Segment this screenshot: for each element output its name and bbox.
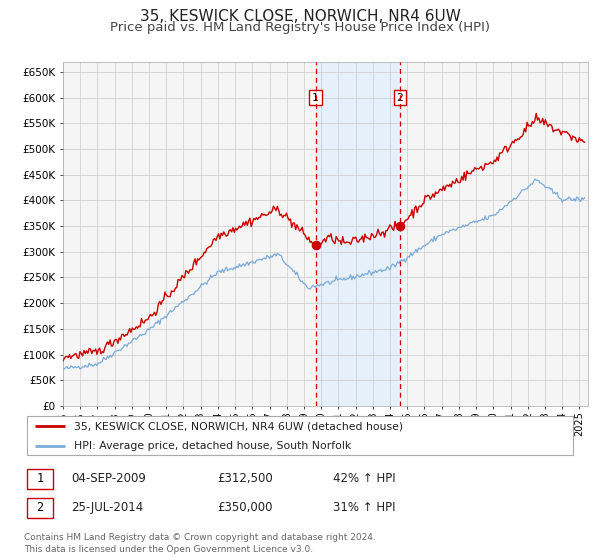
Text: 2: 2 (397, 92, 403, 102)
Text: 35, KESWICK CLOSE, NORWICH, NR4 6UW (detached house): 35, KESWICK CLOSE, NORWICH, NR4 6UW (det… (74, 421, 403, 431)
Text: 1: 1 (37, 472, 44, 486)
Text: 35, KESWICK CLOSE, NORWICH, NR4 6UW: 35, KESWICK CLOSE, NORWICH, NR4 6UW (140, 9, 460, 24)
Text: £350,000: £350,000 (217, 501, 272, 515)
Point (311, 241, 320, 250)
Text: Price paid vs. HM Land Registry's House Price Index (HPI): Price paid vs. HM Land Registry's House … (110, 21, 490, 34)
Text: Contains HM Land Registry data © Crown copyright and database right 2024.
This d: Contains HM Land Registry data © Crown c… (24, 533, 376, 554)
Text: HPI: Average price, detached house, South Norfolk: HPI: Average price, detached house, Sout… (74, 441, 351, 451)
FancyBboxPatch shape (27, 498, 53, 518)
Text: 42% ↑ HPI: 42% ↑ HPI (333, 472, 396, 486)
Text: 04-SEP-2009: 04-SEP-2009 (71, 472, 146, 486)
FancyBboxPatch shape (27, 469, 53, 489)
Text: £312,500: £312,500 (217, 472, 273, 486)
FancyBboxPatch shape (27, 416, 573, 455)
Point (395, 222, 404, 231)
Text: 1: 1 (312, 92, 319, 102)
Bar (316, 62, 400, 406)
Text: 25-JUL-2014: 25-JUL-2014 (71, 501, 143, 515)
Text: 2: 2 (37, 501, 44, 515)
Text: 31% ↑ HPI: 31% ↑ HPI (333, 501, 395, 515)
